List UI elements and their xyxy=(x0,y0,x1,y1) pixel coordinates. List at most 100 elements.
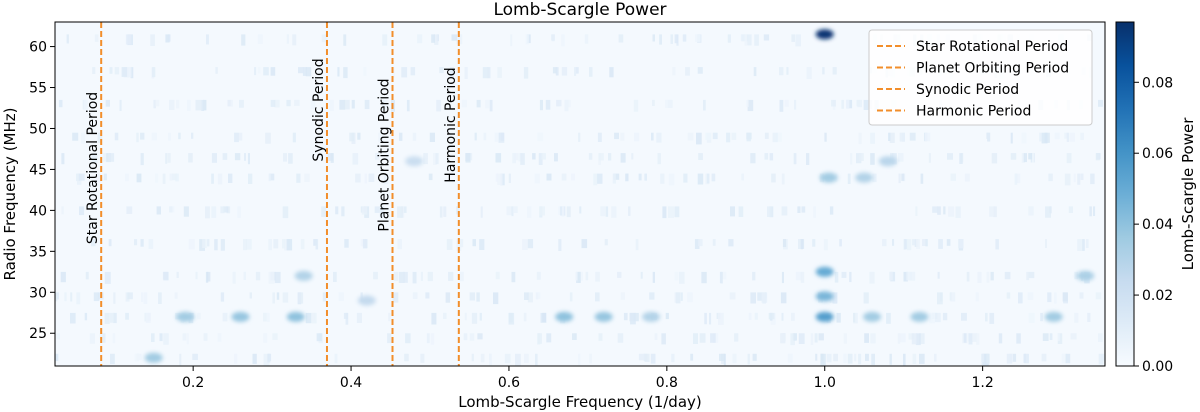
heatmap-texture-cell xyxy=(374,206,380,213)
heatmap-texture-cell xyxy=(856,153,862,164)
heatmap-texture-cell xyxy=(282,206,289,219)
heatmap-texture-cell xyxy=(959,153,963,164)
heatmap-texture-cell xyxy=(986,271,990,283)
heatmap-texture-cell xyxy=(1054,292,1057,304)
heatmap-texture-cell xyxy=(527,34,531,44)
heatmap-texture-cell xyxy=(188,153,193,163)
heatmap-texture-cell xyxy=(589,67,593,77)
heatmap-texture-cell xyxy=(986,353,990,364)
heatmap-texture-cell xyxy=(169,173,173,181)
heatmap-texture-cell xyxy=(70,312,76,324)
heatmap-texture-cell xyxy=(853,312,856,323)
x-axis-label: Lomb-Scargle Frequency (1/day) xyxy=(458,393,702,411)
heatmap-texture-cell xyxy=(919,333,925,344)
heatmap-texture-cell xyxy=(846,99,850,108)
heatmap-texture-cell xyxy=(76,292,81,305)
heatmap-texture-cell xyxy=(257,67,261,74)
heatmap-texture-cell xyxy=(1089,206,1092,217)
heatmap-texture-cell xyxy=(241,34,246,46)
heatmap-texture-cell xyxy=(527,239,534,249)
heatmap-texture-cell xyxy=(134,353,140,362)
heatmap-texture-cell xyxy=(532,153,536,160)
heatmap-texture-cell xyxy=(909,271,916,281)
y-tick-label: 50 xyxy=(29,121,47,137)
heatmap-texture-cell xyxy=(906,239,912,251)
heatmap-texture-cell xyxy=(1095,292,1102,300)
heatmap-texture-cell xyxy=(779,99,784,112)
heatmap-texture-cell xyxy=(443,206,447,217)
heatmap-texture-cell xyxy=(966,271,970,282)
heatmap-texture-cell xyxy=(163,333,169,345)
heatmap-texture-cell xyxy=(727,34,731,43)
heatmap-texture-cell xyxy=(343,34,347,46)
heatmap-texture-cell xyxy=(110,353,115,365)
colorbar: 0.00 0.02 0.04 0.06 0.08 Lomb-Scargle Power xyxy=(1115,21,1197,375)
heatmap-texture-cell xyxy=(1066,132,1070,142)
heatmap-texture-cell xyxy=(1006,292,1011,299)
heatmap-texture-cell xyxy=(456,239,462,251)
heatmap-texture-cell xyxy=(750,153,756,164)
heatmap-texture-cell xyxy=(479,312,482,321)
heatmap-texture-cell xyxy=(1073,173,1076,183)
heatmap-texture-cell xyxy=(561,173,567,181)
heatmap-texture-cell xyxy=(806,153,810,165)
heatmap-texture-cell xyxy=(826,353,832,363)
heatmap-texture-cell xyxy=(763,34,770,41)
heatmap-texture-cell xyxy=(489,99,493,112)
heatmap-texture-cell xyxy=(188,239,195,250)
heatmap-texture-cell xyxy=(535,353,538,366)
heatmap-texture-cell xyxy=(155,99,160,107)
heatmap-texture-cell xyxy=(220,239,225,251)
heatmap-texture-cell xyxy=(327,153,334,161)
heatmap-texture-cell xyxy=(585,271,589,281)
heatmap-texture-cell xyxy=(286,239,293,251)
heatmap-texture-cell xyxy=(108,239,112,247)
heatmap-texture-cell xyxy=(469,333,475,341)
heatmap-texture-cell xyxy=(382,34,388,46)
heatmap-texture-cell xyxy=(211,173,214,184)
heatmap-hotspot xyxy=(815,291,834,302)
reference-lines xyxy=(100,22,460,366)
heatmap-texture-cell xyxy=(286,99,291,107)
heatmap-texture-cell xyxy=(617,271,622,278)
heatmap-texture-cell xyxy=(1061,353,1067,364)
heatmap-texture-cell xyxy=(420,353,425,363)
heatmap-texture-cell xyxy=(268,271,275,284)
heatmap-texture-cell xyxy=(102,333,106,343)
heatmap-texture-cell xyxy=(687,292,693,303)
heatmap-texture-cell xyxy=(832,292,838,304)
heatmap-texture-cell xyxy=(732,353,737,364)
heatmap-texture-cell xyxy=(781,312,784,321)
heatmap-texture-cell xyxy=(839,239,842,247)
heatmap-texture-cell xyxy=(638,353,645,361)
heatmap-texture-cell xyxy=(436,99,442,112)
heatmap-texture-cell xyxy=(183,206,189,217)
heatmap-texture-cell xyxy=(934,353,937,362)
heatmap-texture-cell xyxy=(958,239,964,249)
heatmap-texture-cell xyxy=(220,292,225,302)
heatmap-texture-cell xyxy=(588,153,593,160)
colorbar-tick-label: 0.06 xyxy=(1142,146,1173,162)
heatmap-texture-cell xyxy=(126,206,133,214)
heatmap-texture-cell xyxy=(611,206,617,218)
heatmap-texture-cell xyxy=(832,67,837,75)
heatmap-texture-cell xyxy=(140,132,145,140)
heatmap-texture-cell xyxy=(764,132,769,139)
heatmap-texture-cell xyxy=(153,99,156,109)
heatmap-hotspot xyxy=(405,156,424,167)
heatmap-texture-cell xyxy=(961,312,967,321)
heatmap-texture-cell xyxy=(445,292,451,303)
heatmap-texture-cell xyxy=(649,292,655,300)
chart-title: Lomb-Scargle Power xyxy=(493,0,666,20)
heatmap-texture-cell xyxy=(1024,353,1029,364)
reference-line-label: Synodic Period xyxy=(311,58,327,161)
heatmap-texture-cell xyxy=(898,173,901,184)
heatmap-texture-cell xyxy=(843,333,847,344)
heatmap-texture-cell xyxy=(163,271,169,281)
heatmap-texture-cell xyxy=(244,153,246,161)
heatmap-texture-cell xyxy=(344,99,350,110)
heatmap-texture-cell xyxy=(919,353,925,364)
heatmap-texture-cell xyxy=(349,132,355,142)
heatmap-texture-cell xyxy=(575,67,579,74)
